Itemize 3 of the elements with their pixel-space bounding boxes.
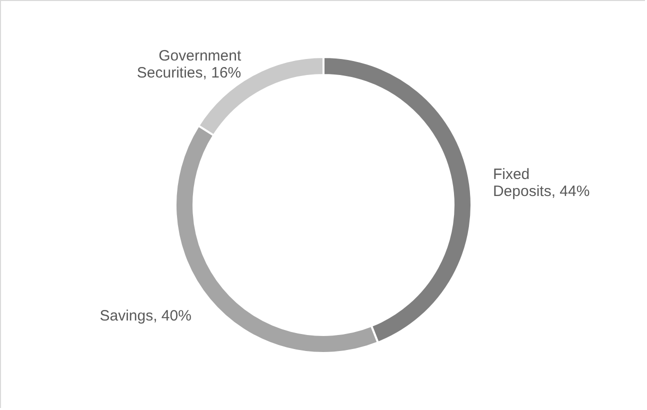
slice-label: Fixed Deposits, 44% xyxy=(492,166,590,200)
slice-label: Savings, 40% xyxy=(100,308,192,325)
slice-label: Government Securities, 16% xyxy=(136,47,242,82)
